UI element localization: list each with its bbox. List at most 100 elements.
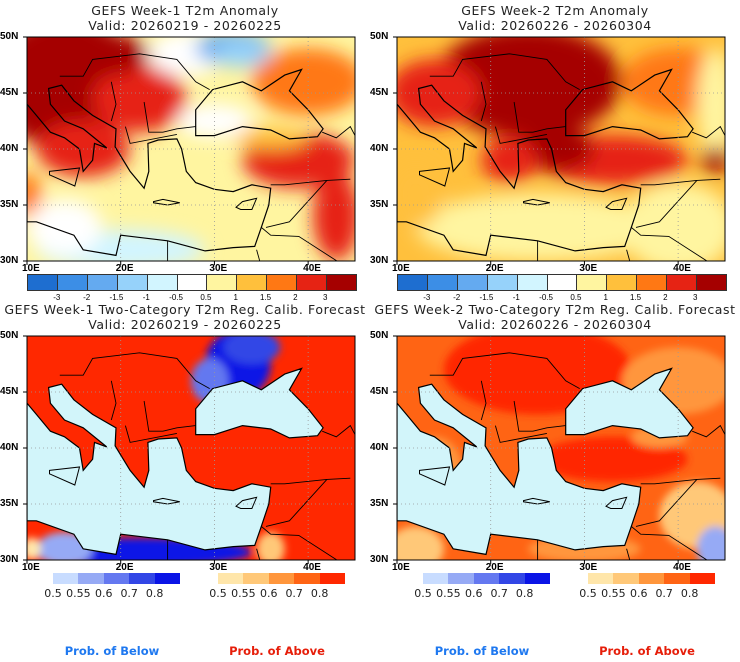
country-border [692,125,725,139]
y-tick-label: 45N [370,87,389,98]
colorbar-label: 0.7 [120,587,138,600]
colorbar-swatch [207,275,238,290]
island-outline [419,167,451,187]
colorbar-label: -1 [512,293,520,302]
chart-subtitle: Valid: 20260219 - 20260225 [88,317,282,332]
above-colorbar [588,573,716,584]
below-colorbar [423,573,551,584]
colorbar-swatch [243,573,269,584]
colorbar-label: 0.5 [200,293,212,302]
colorbar-swatch [547,275,578,290]
colorbar-swatch [103,573,130,584]
country-border [270,477,351,485]
colorbar-label: 0.5 [570,293,582,302]
coastline [565,68,694,140]
colorbar-swatch [28,275,58,290]
anomaly-region [397,160,444,228]
colorbar-swatch [667,275,698,290]
x-tick-label: 40E [303,263,321,274]
chart-title: GEFS Week-1 Two-Category T2m Reg. Calib.… [4,302,366,317]
country-border [513,400,566,432]
colorbar-label: 0.6 [260,587,278,600]
country-border [110,380,117,421]
island-outline [523,198,550,206]
colorbar-label: -1.5 [479,293,494,302]
anomaly-region [214,40,271,68]
country-border [261,227,338,261]
country-border [640,178,721,186]
colorbar-swatch [53,573,79,584]
colorbar-label: 0.8 [515,587,534,600]
colorbar-label: -3 [423,293,431,302]
colorbar-swatch [588,573,614,584]
x-tick-label: 40E [673,263,691,274]
y-tick-label: 30N [0,554,19,565]
colorbar-label: 0.5 [414,587,432,600]
x-tick-label: 10E [22,263,40,274]
anomaly-region [92,65,187,133]
country-border [270,178,351,186]
country-border [626,548,631,560]
anomaly-region [251,48,355,116]
colorbar-swatch [237,275,268,290]
country-border [429,53,580,90]
x-tick-label: 20E [115,263,134,274]
colorbar-swatch [664,573,690,584]
colorbar-swatch [267,275,298,290]
anomaly-region [312,171,355,261]
anomaly-region [481,137,538,183]
colorbar-label: 0.6 [95,587,113,600]
map-plot [393,335,726,564]
country-border [494,126,547,144]
colorbar-swatch [517,275,548,290]
colorbar-swatch [689,573,716,584]
colorbar-label: 3 [322,293,328,302]
anomaly-region [415,193,660,261]
chart-subtitle: Valid: 20260219 - 20260225 [88,18,282,33]
anomaly-colorbar [397,274,727,291]
colorbar-label: 1 [603,293,608,302]
country-border [626,249,631,261]
y-tick-label: 40N [0,442,19,453]
country-border [124,126,177,144]
country-border [692,424,725,438]
colorbar-swatch [448,573,474,584]
coastline [195,68,324,140]
country-border [631,526,708,560]
colorbar-swatch [487,275,518,290]
country-border [261,526,338,560]
chart-subtitle: Valid: 20260226 - 20260304 [458,18,652,33]
country-border [256,548,261,560]
country-border [480,81,487,122]
colorbar-swatch [613,573,639,584]
colorbar-label: 0.7 [490,587,508,600]
anomaly-region [256,532,285,560]
colorbar-label: 0.55 [66,587,91,600]
country-border [429,352,580,389]
below-caption: Prob. of Below [64,644,160,658]
colorbar-label: 0.5 [579,587,597,600]
colorbar-swatch [457,275,488,290]
colorbar-swatch [78,573,104,584]
anomaly-region [27,537,42,560]
y-tick-label: 50N [0,31,19,42]
chart-subtitle: Valid: 20260226 - 20260304 [458,317,652,332]
x-tick-label: 40E [673,562,691,573]
country-border [256,249,261,261]
colorbar-label: 1.5 [259,293,272,302]
country-border [322,125,355,139]
colorbar-swatch [638,573,665,584]
y-tick-label: 40N [370,143,389,154]
x-tick-label: 20E [485,562,504,573]
below-caption: Prob. of Below [434,644,530,658]
anomaly-region [537,436,688,482]
colorbar-swatch [117,275,148,290]
y-tick-label: 30N [0,255,19,266]
island-outline [153,497,180,505]
colorbar-swatch [398,275,428,290]
country-border [59,352,210,389]
colorbar-swatch [327,275,356,290]
colorbar-swatch [423,573,449,584]
country-border [124,425,177,443]
